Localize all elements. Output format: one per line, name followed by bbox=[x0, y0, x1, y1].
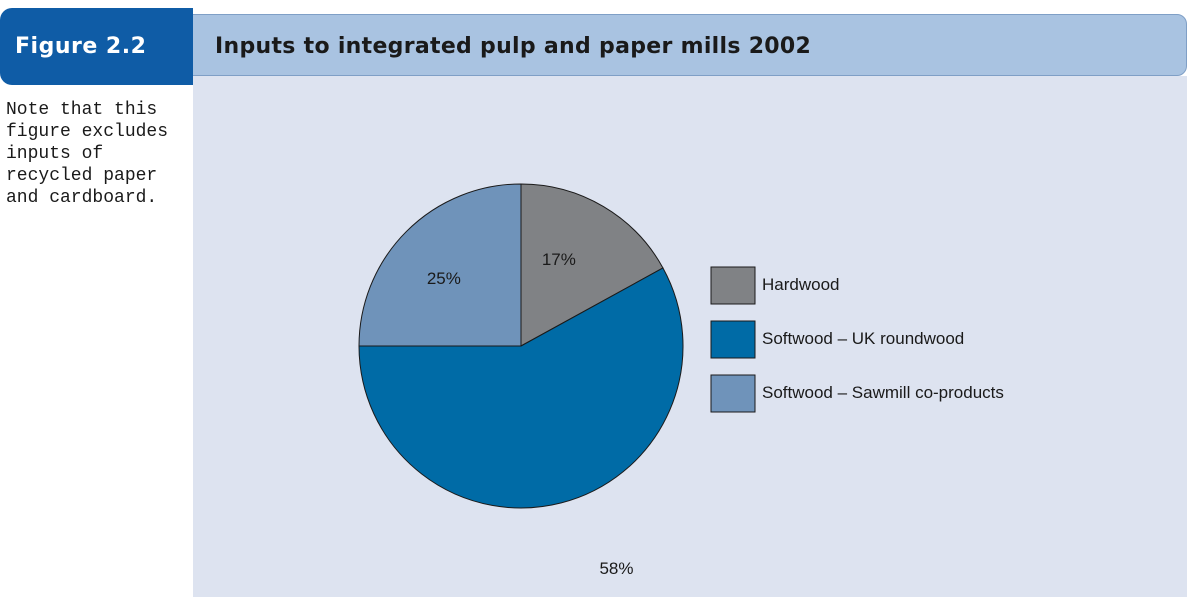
legend-softwood-sawmill-co-products-swatch bbox=[710, 374, 756, 413]
chart-panel bbox=[193, 76, 1187, 597]
figure-header-bar bbox=[5, 14, 1187, 76]
slice-hardwood bbox=[520, 183, 664, 347]
legend-softwood-sawmill-co-products-label: Softwood – Sawmill co-products bbox=[762, 383, 1004, 402]
note-line: figure excludes bbox=[6, 122, 169, 142]
legend-softwood-uk-roundwood-swatch bbox=[710, 320, 756, 359]
note-line: and cardboard. bbox=[6, 188, 158, 208]
note-line: inputs of bbox=[6, 144, 104, 164]
pie-chart: 17% 58% 25% Hardwood Softwood – UK roundwoo… bbox=[358, 183, 1004, 578]
legend-hardwood-label: Hardwood bbox=[762, 275, 840, 294]
slice-softwood-uk-roundwood bbox=[358, 267, 684, 509]
slice-softwood-sawmill-co-products bbox=[358, 183, 522, 347]
legend-hardwood-swatch bbox=[710, 266, 756, 305]
note-line: Note that this bbox=[6, 100, 158, 120]
note-line: recycled paper bbox=[6, 166, 158, 186]
legend-softwood-uk-roundwood-label: Softwood – UK roundwood bbox=[762, 329, 964, 348]
slice-label: 17% bbox=[542, 250, 576, 269]
slice-label: 58% bbox=[599, 559, 633, 578]
figure-note: Note that this figure excludes inputs of re… bbox=[6, 99, 196, 209]
slice-label: 25% bbox=[427, 269, 461, 288]
figure-title: Inputs to integrated pulp and paper mill… bbox=[215, 34, 812, 59]
figure-number-tab bbox=[0, 8, 193, 85]
figure-label: Figure 2.2 bbox=[15, 34, 147, 59]
